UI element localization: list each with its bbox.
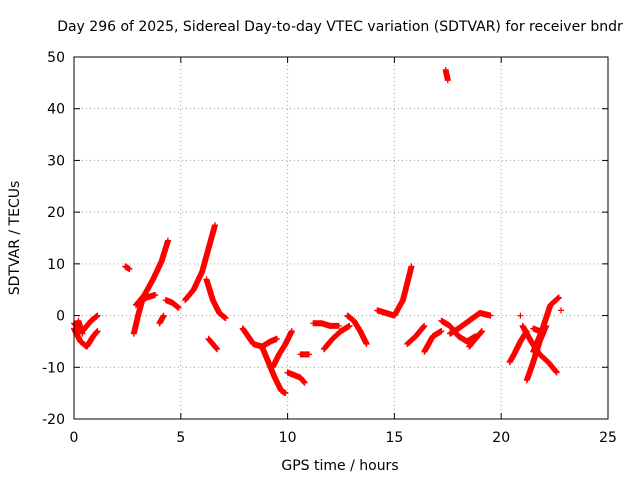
sdtvar-track-points bbox=[182, 222, 218, 304]
sdtvar-track-points bbox=[269, 328, 295, 371]
sdtvar-track-points bbox=[558, 307, 564, 314]
y-tick-label: -10 bbox=[42, 360, 65, 376]
x-tick-label: 0 bbox=[70, 430, 79, 446]
y-tick-label: -20 bbox=[42, 412, 65, 428]
sdtvar-track-points bbox=[344, 312, 370, 347]
chart-title: Day 296 of 2025, Sidereal Day-to-day VTE… bbox=[57, 19, 623, 35]
x-tick-label: 5 bbox=[176, 430, 185, 446]
sdtvar-track-points bbox=[75, 317, 86, 337]
sdtvar-track-points bbox=[530, 294, 562, 355]
sdtvar-track-points bbox=[320, 322, 353, 353]
sdtvar-track-points bbox=[297, 351, 312, 358]
y-tick-label: 50 bbox=[47, 50, 65, 66]
y-tick-label: 0 bbox=[56, 309, 65, 325]
sdtvar-track-points bbox=[421, 328, 445, 355]
grid-layer bbox=[74, 57, 608, 419]
x-axis-label: GPS time / hours bbox=[281, 458, 398, 474]
sdtvar-track-points bbox=[404, 322, 428, 347]
sdtvar-track-points bbox=[239, 325, 280, 350]
x-tick-label: 10 bbox=[279, 430, 297, 446]
sdtvar-track-points bbox=[466, 328, 485, 350]
sdtvar-track-points bbox=[442, 66, 451, 84]
tick-marks bbox=[73, 56, 609, 420]
data-points bbox=[71, 66, 564, 397]
x-tick-label: 20 bbox=[492, 430, 510, 446]
y-tick-label: 40 bbox=[47, 102, 65, 118]
sdtvar-track-points bbox=[517, 312, 524, 319]
sdtvar-track-points bbox=[284, 369, 308, 386]
y-tick-label: 20 bbox=[47, 205, 65, 221]
sdtvar-track-points bbox=[122, 263, 133, 272]
sdtvar-track-points bbox=[374, 263, 415, 319]
y-tick-label: 30 bbox=[47, 153, 65, 169]
plot-frame bbox=[73, 56, 609, 420]
sdtvar-track-points bbox=[530, 325, 543, 335]
sdtvar-track-points bbox=[135, 291, 159, 306]
sdtvar-track-points bbox=[162, 297, 182, 311]
sdtvar-track-points bbox=[446, 310, 494, 337]
y-tick-label: 10 bbox=[47, 257, 65, 273]
tick-labels: 0 5 10 15 20 25 -20 -10 0 10 20 30 40 50 bbox=[42, 50, 617, 446]
sdtvar-track-points bbox=[259, 343, 289, 397]
sdtvar-track-points bbox=[205, 335, 221, 353]
sdtvar-track-points bbox=[156, 312, 167, 327]
sdtvar-track-points bbox=[310, 320, 342, 329]
x-tick-label: 15 bbox=[385, 430, 403, 446]
x-tick-label: 25 bbox=[599, 430, 617, 446]
sdtvar-track-points bbox=[203, 276, 229, 322]
y-axis-label: SDTVAR / TECUs bbox=[7, 181, 23, 296]
